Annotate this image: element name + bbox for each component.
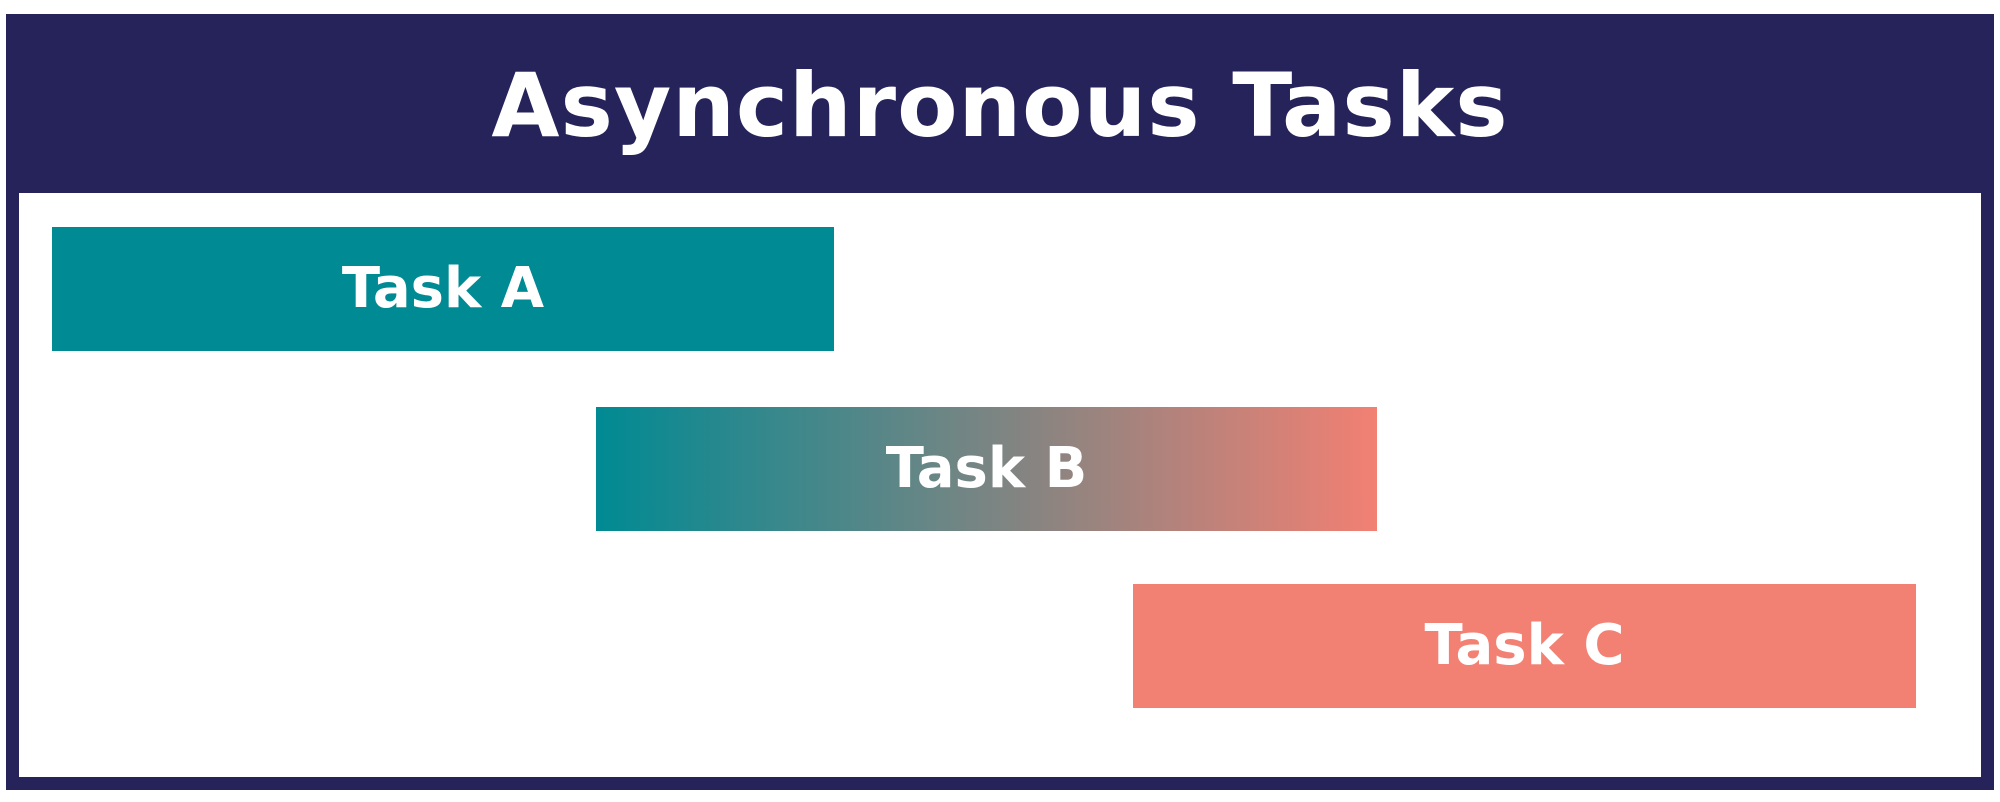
header-banner: Asynchronous Tasks [19,27,1981,193]
task-c-bar: Task C [1133,584,1916,708]
diagram-title: Asynchronous Tasks [491,54,1509,157]
task-a-bar: Task A [52,227,834,351]
task-c-label: Task C [1424,613,1625,678]
task-b-bar: Task B [596,407,1377,531]
diagram-frame: Asynchronous Tasks [6,14,1994,790]
task-a-label: Task A [341,256,545,321]
task-b-label: Task B [885,436,1088,501]
